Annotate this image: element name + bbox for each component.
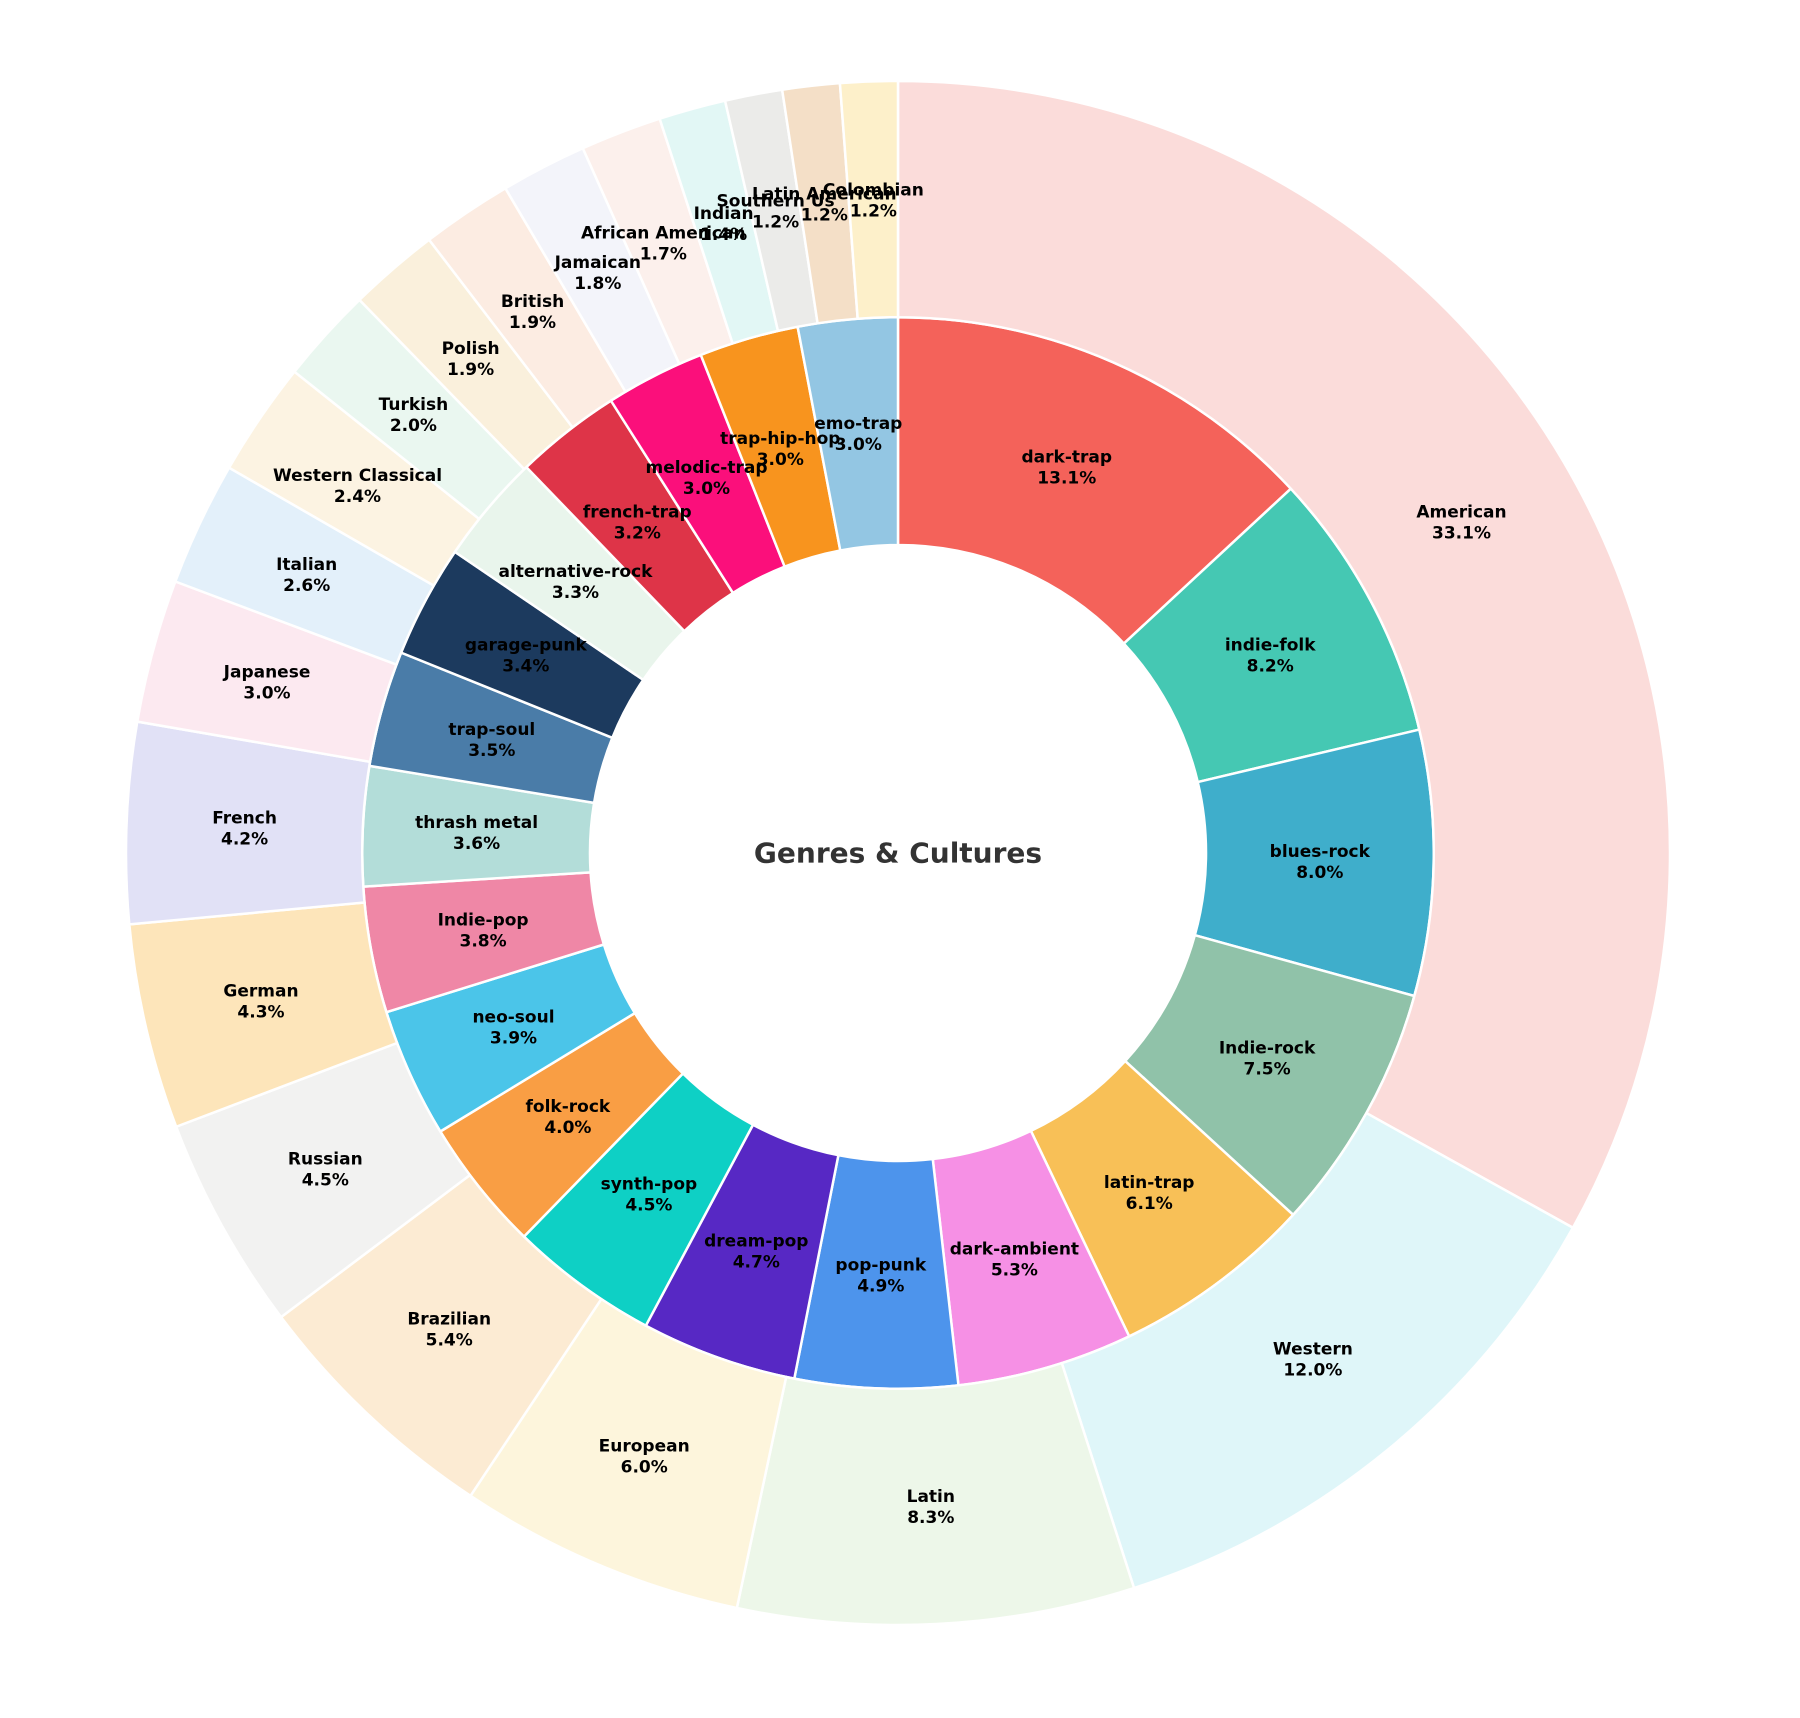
label-genres-latin-trap: latin-trap 6.1% <box>1104 1173 1195 1214</box>
label-cultures-african-american: African American 1.7% <box>581 224 746 265</box>
chart-title: Genres & Cultures <box>753 836 1043 870</box>
label-cultures-turkish: Turkish 2.0% <box>379 395 449 436</box>
label-cultures-latin-american: Latin American 1.2% <box>752 184 897 225</box>
label-genres-thrash-metal: thrash metal 3.6% <box>415 813 538 854</box>
label-genres-pop-punk: pop-punk 4.9% <box>835 1256 926 1297</box>
label-cultures-colombian: Colombian 1.2% <box>823 181 924 222</box>
label-genres-blues-rock: blues-rock 8.0% <box>1270 842 1371 883</box>
label-cultures-indian: Indian 1.4% <box>694 204 754 245</box>
label-genres-trap-soul: trap-soul 3.5% <box>448 720 535 761</box>
label-genres-emo-trap: emo-trap 3.0% <box>814 414 902 455</box>
label-genres-indie-rock: Indie-rock 7.5% <box>1219 1038 1316 1079</box>
label-cultures-polish: Polish 1.9% <box>442 339 500 380</box>
label-cultures-brazilian: Brazilian 5.4% <box>407 1310 491 1351</box>
label-genres-synth-pop: synth-pop 4.5% <box>601 1175 698 1216</box>
label-genres-dream-pop: dream-pop 4.7% <box>704 1231 808 1272</box>
label-genres-indie-pop: Indie-pop 3.8% <box>438 911 529 952</box>
wedge-cultures-colombian <box>838 79 900 320</box>
label-genres-neo-soul: neo-soul 3.9% <box>472 1008 554 1049</box>
label-genres-trap-hip-hop: trap-hip-hop 3.0% <box>720 429 840 470</box>
label-cultures-italian: Italian 2.6% <box>276 555 337 596</box>
label-cultures-european: European 6.0% <box>599 1437 690 1478</box>
label-genres-dark-ambient: dark-ambient 5.3% <box>950 1240 1079 1281</box>
label-genres-folk-rock: folk-rock 4.0% <box>526 1097 611 1138</box>
wedge-cultures-western <box>1060 1111 1575 1590</box>
label-cultures-japanese: Japanese 3.0% <box>223 663 311 704</box>
label-genres-dark-trap: dark-trap 13.1% <box>1022 447 1113 488</box>
label-cultures-french: French 4.2% <box>212 808 277 849</box>
label-cultures-latin: Latin 8.3% <box>907 1487 955 1528</box>
label-genres-alternative-rock: alternative-rock 3.3% <box>499 562 654 603</box>
label-cultures-western-classical: Western Classical 2.4% <box>273 466 442 507</box>
label-cultures-southern-us: Southern Us 1.2% <box>717 192 835 233</box>
label-cultures-russian: Russian 4.5% <box>288 1150 363 1191</box>
label-cultures-british: British 1.9% <box>501 292 564 333</box>
wedge-cultures-american <box>896 79 1672 1230</box>
label-cultures-western: Western 12.0% <box>1273 1339 1353 1380</box>
label-genres-french-trap: french-trap 3.2% <box>583 502 692 543</box>
label-cultures-german: German 4.3% <box>223 982 298 1023</box>
label-genres-garage-punk: garage-punk 3.4% <box>465 635 588 676</box>
label-cultures-jamaican: Jamaican 1.8% <box>554 253 641 294</box>
label-genres-indie-folk: indie-folk 8.2% <box>1225 635 1316 676</box>
label-genres-melodic-trap: melodic-trap 3.0% <box>645 458 767 499</box>
label-cultures-american: American 33.1% <box>1416 502 1506 543</box>
